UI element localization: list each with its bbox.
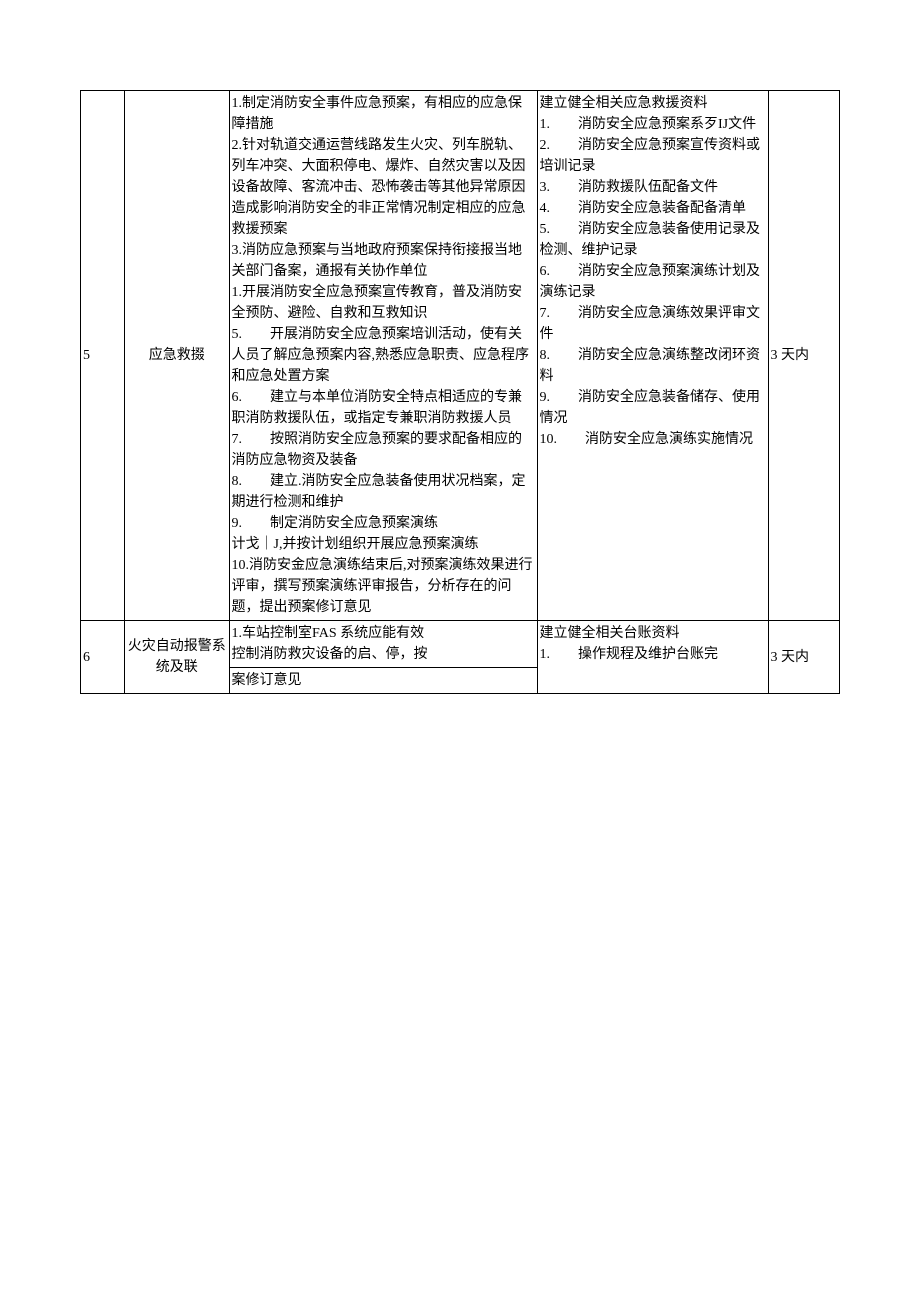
cell-partial-continuation: 案修订意见 — [229, 668, 537, 694]
table-row: 5 应急救掇 1.制定消防安全事件应急预案，有相应的应急保障措施 2.针对轨道交… — [81, 91, 840, 621]
cell-main-content: 1.车站控制室FAS 系统应能有效 控制消防救灾设备的启、停，按 — [229, 621, 537, 668]
cell-index: 6 — [81, 621, 125, 694]
cell-category: 应急救掇 — [125, 91, 230, 621]
cell-timeframe: 3 天内 — [768, 621, 840, 694]
requirements-table: 5 应急救掇 1.制定消防安全事件应急预案，有相应的应急保障措施 2.针对轨道交… — [80, 90, 840, 694]
cell-main-content: 1.制定消防安全事件应急预案，有相应的应急保障措施 2.针对轨道交通运营线路发生… — [229, 91, 537, 621]
document-page: 5 应急救掇 1.制定消防安全事件应急预案，有相应的应急保障措施 2.针对轨道交… — [0, 0, 920, 694]
table-row: 6 火灾自动报警系统及联 1.车站控制室FAS 系统应能有效 控制消防救灾设备的… — [81, 621, 840, 668]
cell-documents: 建立健全相关台账资料 1. 操作规程及维护台账完 — [537, 621, 768, 694]
cell-index: 5 — [81, 91, 125, 621]
cell-category: 火灾自动报警系统及联 — [125, 621, 230, 694]
cell-documents: 建立健全相关应急救援资料 1. 消防安全应急预案系歹IJ文件 2. 消防安全应急… — [537, 91, 768, 621]
cell-timeframe: 3 天内 — [768, 91, 840, 621]
